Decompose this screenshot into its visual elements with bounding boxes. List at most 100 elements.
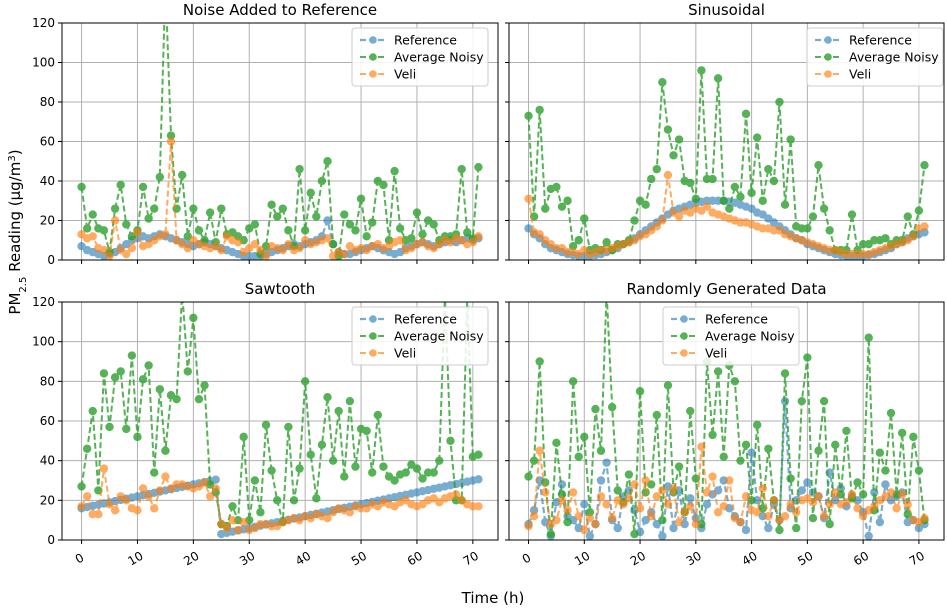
series-line xyxy=(80,23,480,260)
data-point xyxy=(418,238,427,247)
data-point xyxy=(730,182,740,192)
data-point xyxy=(395,224,405,233)
data-point xyxy=(892,504,901,513)
data-point xyxy=(563,196,572,205)
data-point xyxy=(786,500,795,509)
data-point xyxy=(239,517,248,527)
data-point xyxy=(82,224,92,233)
data-point xyxy=(317,176,327,186)
data-point xyxy=(273,212,282,221)
data-point xyxy=(222,232,232,241)
data-point xyxy=(708,430,717,440)
data-point xyxy=(150,236,159,245)
data-point xyxy=(920,222,929,231)
x-tick-label: 10 xyxy=(572,549,592,569)
data-point xyxy=(541,236,550,245)
data-point xyxy=(752,508,762,517)
data-point xyxy=(909,432,918,442)
data-point xyxy=(468,238,478,247)
data-point xyxy=(172,394,181,404)
data-point xyxy=(702,488,712,497)
data-point xyxy=(77,230,86,239)
data-point xyxy=(211,241,220,251)
data-point xyxy=(713,74,723,83)
legend-marker xyxy=(369,332,377,340)
legend-marker xyxy=(369,70,377,78)
data-point xyxy=(127,243,137,253)
data-point xyxy=(110,204,120,213)
legend-label: Average Noisy xyxy=(394,50,484,65)
data-point xyxy=(122,424,131,434)
legend-swatch xyxy=(671,332,697,340)
data-point xyxy=(708,174,717,184)
ticks: 0 20 40 60 80 100 120 xyxy=(32,16,474,267)
data-point xyxy=(200,381,209,390)
data-point xyxy=(379,180,388,190)
data-point xyxy=(161,230,170,239)
data-point xyxy=(585,531,595,540)
data-point xyxy=(233,238,243,247)
data-point xyxy=(211,475,220,484)
data-point xyxy=(474,162,483,172)
data-point xyxy=(373,502,383,511)
data-point xyxy=(574,236,583,245)
data-point xyxy=(635,504,645,513)
data-point xyxy=(702,202,712,211)
data-point xyxy=(524,194,533,203)
data-point xyxy=(803,353,812,362)
x-tick-label: 70 xyxy=(907,549,927,569)
data-point xyxy=(658,531,667,540)
data-point xyxy=(150,468,159,477)
legend: Reference Average Noisy Veli xyxy=(806,27,944,87)
data-point xyxy=(613,523,622,533)
data-point xyxy=(144,361,153,370)
data-point xyxy=(395,236,405,245)
data-point xyxy=(172,236,181,245)
data-point xyxy=(284,239,293,249)
data-point xyxy=(730,377,740,386)
data-point xyxy=(775,525,784,535)
data-point xyxy=(853,504,862,513)
data-point xyxy=(306,513,315,523)
legend-swatch xyxy=(360,53,386,61)
data-point xyxy=(351,462,360,471)
data-point xyxy=(239,432,248,442)
data-point xyxy=(373,239,383,249)
data-point xyxy=(580,245,589,255)
data-point xyxy=(546,529,556,539)
data-point xyxy=(138,484,148,493)
data-point xyxy=(652,492,661,501)
data-point xyxy=(183,243,192,253)
data-point xyxy=(669,523,678,533)
data-point xyxy=(897,428,907,438)
data-point xyxy=(278,245,287,255)
data-point xyxy=(853,478,862,487)
data-point xyxy=(596,476,606,485)
data-point xyxy=(686,406,695,416)
data-point xyxy=(418,230,427,239)
data-point xyxy=(412,208,422,217)
data-point xyxy=(758,210,767,219)
data-point xyxy=(273,521,282,531)
data-point xyxy=(412,464,422,473)
data-point xyxy=(808,212,818,221)
data-point xyxy=(373,176,383,186)
data-point xyxy=(713,367,723,376)
data-point xyxy=(630,216,639,225)
legend-label: Reference xyxy=(849,33,912,48)
data-point xyxy=(211,484,220,493)
series-veli xyxy=(524,442,929,535)
data-point xyxy=(769,176,779,186)
data-point xyxy=(122,239,131,249)
data-point xyxy=(261,251,271,260)
data-point xyxy=(429,243,438,253)
data-point xyxy=(463,228,472,237)
legend-swatch xyxy=(360,332,386,340)
data-point xyxy=(418,500,427,509)
x-tick-label: 30 xyxy=(684,549,704,569)
data-point xyxy=(596,492,606,501)
data-point xyxy=(306,450,315,459)
data-point xyxy=(99,369,109,378)
data-point xyxy=(803,224,812,233)
subplot-2: Sinusoidal Reference Average Noisy Veli xyxy=(505,1,945,264)
